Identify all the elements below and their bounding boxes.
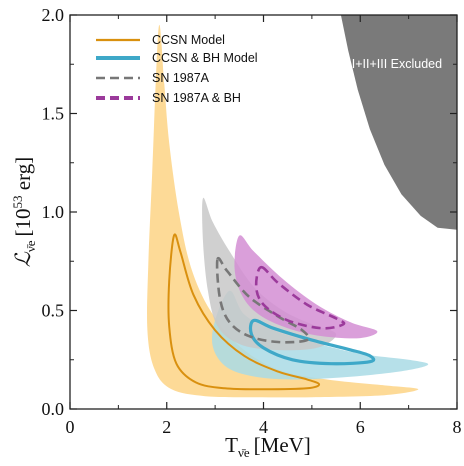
x-tick-label: 8 [453,417,462,437]
plot-contours [167,233,376,391]
x-axis-symbol: T [225,433,238,457]
legend-label-sn-1987a: SN 1987A [152,71,210,85]
excluded-region [340,15,457,230]
legend: CCSN Model CCSN & BH Model SN 1987A SN 1987… [96,33,258,105]
sn-1987a-contour [215,256,310,344]
x-tick-label: 0 [66,417,75,437]
sn-1987a-region [202,197,337,351]
legend-label-ccsn-model: CCSN Model [152,33,225,47]
legend-label-ccsn-bh-model: CCSN & BH Model [152,51,258,65]
y-axis-exponent: 53 [10,195,25,208]
x-axis-subscript: ν̄e [238,445,250,460]
x-tick-label: 2 [162,417,171,437]
y-tick-label: 1.5 [42,104,65,124]
y-tick-label: 2.0 [42,5,65,25]
sn-1987a-bh-contour [254,265,346,330]
y-axis-label: ℒν̄e [1053 erg] [10,157,38,267]
legend-label-sn-1987a-bh: SN 1987A & BH [152,91,241,105]
y-axis-unit: [10 [11,208,35,236]
y-axis-symbol: ℒ [11,251,35,267]
x-tick-label: 6 [356,417,365,437]
ccsn-model-contour [167,233,321,391]
axis-ticks: 0 2 4 6 8 0.0 0.5 1.0 1.5 2.0 [42,5,462,437]
x-axis-unit: [MeV] [254,433,311,457]
y-tick-label: 1.0 [42,202,65,222]
y-tick-label: 0.0 [42,399,65,419]
y-tick-label: 0.5 [42,301,65,321]
excluded-region-label: SK I+II+III Excluded [332,57,443,71]
y-axis-unit-end: erg] [11,157,35,196]
x-tick-label: 4 [259,417,268,437]
y-axis-subscript: ν̄e [23,240,38,252]
ccsn-bh-model-contour [248,318,376,366]
x-axis-label: Tν̄e [MeV] [225,433,311,460]
